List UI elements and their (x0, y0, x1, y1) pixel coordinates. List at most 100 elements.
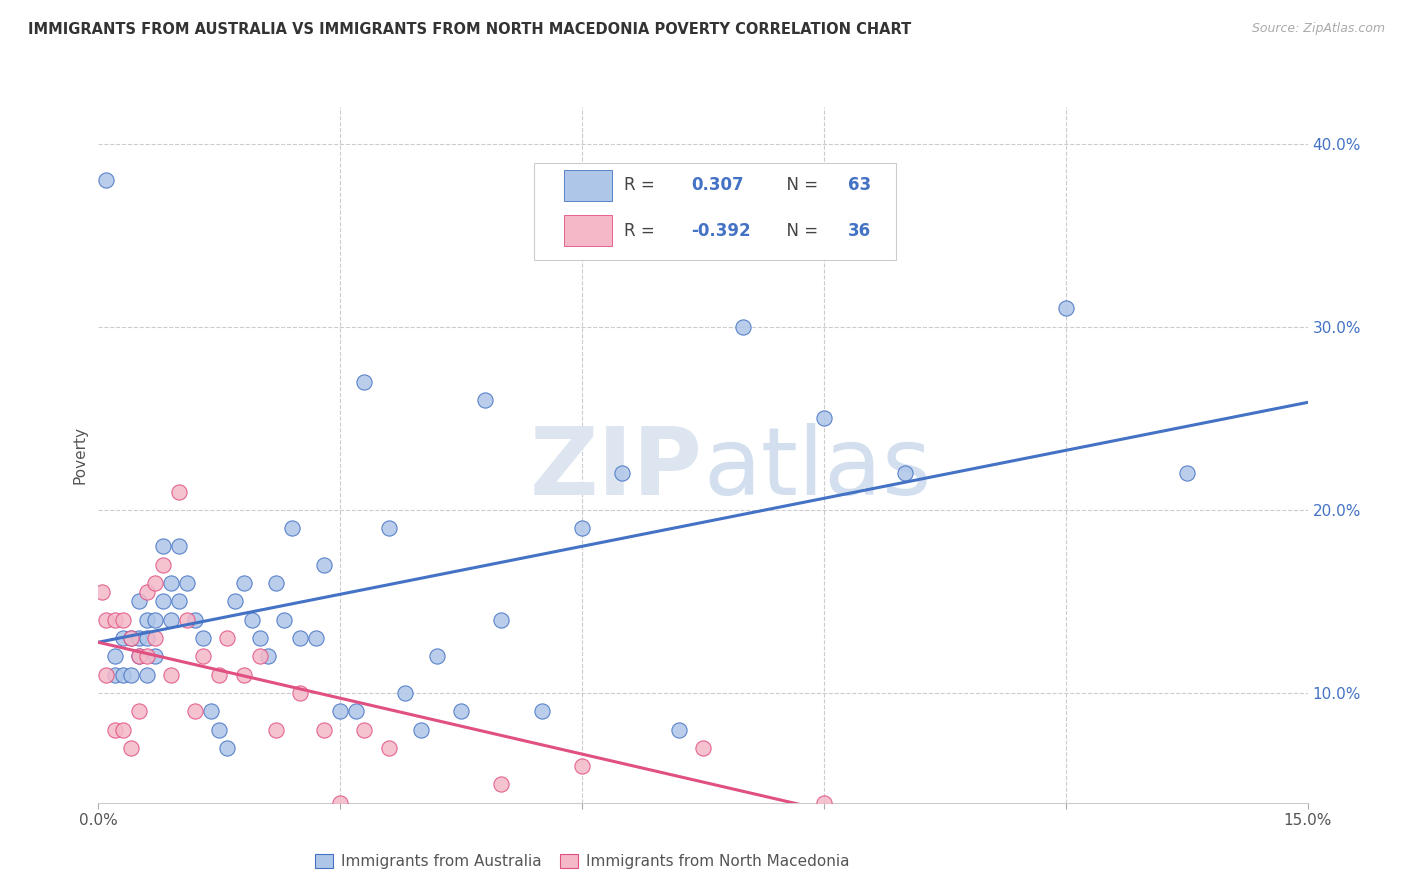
Point (103, 613, 125, 627)
Point (474, 392, 496, 407)
Point (143, 576, 166, 591)
Point (128, 704, 150, 718)
FancyBboxPatch shape (534, 162, 897, 260)
Text: Source: ZipAtlas.com: Source: ZipAtlas.com (1251, 22, 1385, 36)
Point (1175, 467, 1198, 481)
Point (394, 686, 416, 700)
Point (111, 723, 134, 737)
Point (103, 723, 125, 737)
Point (120, 667, 142, 681)
Point (128, 649, 150, 664)
Point (135, 585, 157, 599)
Point (353, 723, 375, 737)
Point (160, 667, 183, 681)
Point (167, 594, 190, 608)
Point (200, 704, 222, 718)
Point (167, 540, 190, 554)
Point (184, 613, 207, 627)
Point (281, 521, 304, 535)
Point (217, 740, 239, 755)
Point (160, 613, 183, 627)
Point (176, 576, 198, 591)
Point (152, 540, 174, 554)
Point (103, 649, 125, 664)
Point (249, 649, 271, 664)
Point (135, 613, 157, 627)
Point (1054, 301, 1077, 316)
Point (612, 467, 634, 481)
Point (353, 375, 375, 389)
Point (813, 796, 835, 810)
Point (167, 484, 190, 499)
Text: R =: R = (624, 177, 661, 194)
Point (217, 631, 239, 645)
Point (264, 576, 287, 591)
Point (305, 631, 328, 645)
Text: 0.307: 0.307 (690, 177, 744, 194)
Point (184, 704, 207, 718)
Point (733, 319, 755, 334)
Point (329, 796, 352, 810)
Point (96, 667, 118, 681)
Point (409, 723, 432, 737)
Point (193, 649, 215, 664)
Point (120, 631, 142, 645)
Point (1014, 814, 1036, 829)
Point (571, 521, 593, 535)
Point (120, 740, 142, 755)
Point (377, 740, 399, 755)
Point (668, 723, 690, 737)
Point (273, 613, 295, 627)
Point (240, 613, 263, 627)
Point (329, 704, 352, 718)
Point (111, 631, 134, 645)
Point (264, 723, 287, 737)
Text: 36: 36 (848, 221, 872, 240)
Point (143, 649, 166, 664)
Point (571, 759, 593, 773)
Point (176, 613, 198, 627)
Point (491, 777, 513, 791)
Text: N =: N = (776, 221, 823, 240)
Point (103, 667, 125, 681)
Point (152, 558, 174, 572)
Point (450, 704, 472, 718)
Point (143, 631, 166, 645)
FancyBboxPatch shape (564, 215, 613, 246)
Text: ZIP: ZIP (530, 423, 703, 515)
Point (224, 594, 246, 608)
Text: atlas: atlas (703, 423, 931, 515)
Point (152, 594, 174, 608)
Point (314, 723, 336, 737)
Text: IMMIGRANTS FROM AUSTRALIA VS IMMIGRANTS FROM NORTH MACEDONIA POVERTY CORRELATION: IMMIGRANTS FROM AUSTRALIA VS IMMIGRANTS … (28, 22, 911, 37)
Point (160, 576, 183, 591)
Point (288, 631, 311, 645)
Point (111, 613, 134, 627)
Point (193, 631, 215, 645)
Point (491, 613, 513, 627)
Text: R =: R = (624, 221, 661, 240)
Point (143, 613, 166, 627)
Point (232, 576, 254, 591)
Point (208, 723, 231, 737)
Point (249, 631, 271, 645)
Point (893, 467, 915, 481)
Point (232, 667, 254, 681)
FancyBboxPatch shape (564, 169, 613, 201)
Point (96, 173, 118, 187)
Point (256, 649, 278, 664)
Point (135, 667, 157, 681)
Point (135, 631, 157, 645)
Point (135, 649, 157, 664)
Point (813, 411, 835, 425)
Point (288, 686, 311, 700)
Point (91, 585, 114, 599)
Point (128, 594, 150, 608)
Point (96, 613, 118, 627)
Point (344, 704, 367, 718)
Text: -0.392: -0.392 (690, 221, 751, 240)
Point (377, 521, 399, 535)
Point (208, 667, 231, 681)
Point (111, 667, 134, 681)
Text: N =: N = (776, 177, 823, 194)
